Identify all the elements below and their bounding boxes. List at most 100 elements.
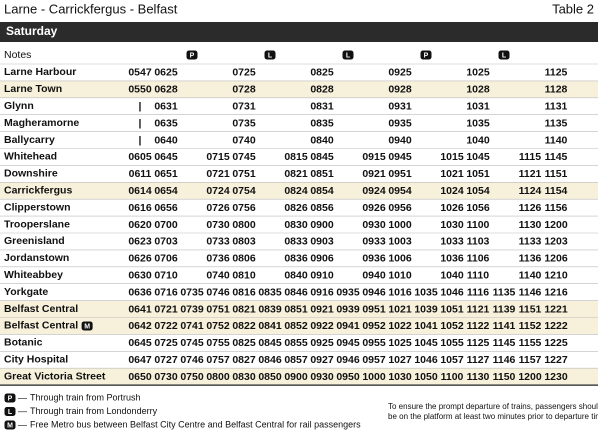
time: 0825 bbox=[232, 337, 256, 349]
time: 0750 bbox=[180, 371, 204, 383]
time: 0835 bbox=[310, 117, 334, 129]
time: 1145 bbox=[545, 151, 568, 163]
time: 0641 bbox=[128, 303, 152, 315]
time: 1140 bbox=[519, 270, 542, 282]
time: 0821 bbox=[284, 168, 308, 180]
time: 1052 bbox=[440, 320, 464, 332]
platform-note: be on the platform at least two minutes … bbox=[388, 412, 598, 421]
time: 0650 bbox=[128, 371, 152, 383]
time: 0826 bbox=[284, 202, 308, 214]
time: 0620 bbox=[128, 219, 152, 231]
time: 0822 bbox=[232, 320, 256, 332]
time: 0951 bbox=[388, 168, 412, 180]
time: 0625 bbox=[154, 67, 178, 79]
time: 0645 bbox=[128, 337, 152, 349]
time: 0935 bbox=[388, 117, 412, 129]
footnote-dash: — bbox=[18, 419, 27, 429]
time: 0645 bbox=[154, 151, 178, 163]
time: 1136 bbox=[519, 253, 542, 265]
time: 0950 bbox=[336, 371, 360, 383]
time: 0726 bbox=[206, 202, 230, 214]
station-name: Downshire bbox=[4, 168, 58, 180]
time: 1131 bbox=[545, 101, 568, 113]
time: 0928 bbox=[388, 84, 412, 96]
station-name: Clipperstown bbox=[4, 201, 71, 213]
time: 1156 bbox=[545, 202, 568, 214]
time: 1000 bbox=[362, 371, 386, 383]
time: 0857 bbox=[284, 354, 308, 366]
time: | bbox=[139, 117, 142, 129]
time: 1133 bbox=[519, 236, 542, 248]
station-name: Belfast Central bbox=[4, 303, 78, 315]
time: 1036 bbox=[440, 253, 464, 265]
time: 0715 bbox=[206, 151, 230, 163]
time: 1030 bbox=[388, 371, 412, 383]
time: 1006 bbox=[388, 253, 412, 265]
time: 1200 bbox=[544, 219, 568, 231]
time: 0751 bbox=[232, 168, 256, 180]
note-badge: L bbox=[268, 52, 273, 59]
time: 1045 bbox=[466, 151, 490, 163]
time: 0626 bbox=[128, 253, 152, 265]
station-name: Yorkgate bbox=[4, 286, 48, 298]
time: 0940 bbox=[388, 134, 412, 146]
time: 0833 bbox=[284, 236, 308, 248]
time: 0800 bbox=[232, 219, 256, 231]
time: 1126 bbox=[519, 202, 542, 214]
note-badge: L bbox=[502, 52, 507, 59]
time: 0757 bbox=[206, 354, 230, 366]
time: 0724 bbox=[206, 185, 230, 197]
station-name: Trooperslane bbox=[4, 218, 70, 230]
time: 0611 bbox=[129, 168, 152, 180]
time: 0756 bbox=[232, 202, 256, 214]
time: 0930 bbox=[310, 371, 334, 383]
time: 1046 bbox=[440, 286, 464, 298]
time: 1216 bbox=[544, 286, 568, 298]
time: 1040 bbox=[466, 134, 490, 146]
time: 1025 bbox=[388, 337, 412, 349]
footnote-badge: L bbox=[8, 409, 13, 416]
time: 0835 bbox=[258, 286, 282, 298]
time: 0605 bbox=[128, 151, 152, 163]
time: 0752 bbox=[206, 320, 230, 332]
time: 0839 bbox=[258, 303, 282, 315]
time: 1025 bbox=[466, 67, 490, 79]
time: 1151 bbox=[545, 168, 568, 180]
time: | bbox=[139, 101, 142, 113]
time: 0614 bbox=[128, 185, 152, 197]
time: 0810 bbox=[232, 270, 256, 282]
row-highlight bbox=[0, 368, 598, 386]
time: 1045 bbox=[414, 337, 438, 349]
time: 0910 bbox=[310, 270, 334, 282]
time: 0827 bbox=[232, 354, 256, 366]
time: 1016 bbox=[388, 286, 412, 298]
time: 1139 bbox=[493, 303, 516, 315]
table-label: Table 2 bbox=[552, 1, 594, 16]
time: 1055 bbox=[440, 337, 464, 349]
station-badge: M bbox=[84, 323, 90, 330]
time: 0751 bbox=[206, 303, 230, 315]
station-name: Jordanstown bbox=[4, 252, 69, 264]
time: 1000 bbox=[388, 219, 412, 231]
time: 0636 bbox=[128, 286, 152, 298]
time: 0924 bbox=[362, 185, 386, 197]
time: 0956 bbox=[388, 202, 412, 214]
row-highlight bbox=[0, 300, 598, 318]
footnote-badge-box bbox=[4, 420, 16, 430]
time: 1135 bbox=[493, 286, 516, 298]
time: 0955 bbox=[362, 337, 386, 349]
time: 1046 bbox=[414, 354, 438, 366]
time: 0741 bbox=[180, 320, 204, 332]
time: 0640 bbox=[154, 134, 178, 146]
time: 0716 bbox=[154, 286, 178, 298]
time: 1106 bbox=[467, 253, 490, 265]
time: 0946 bbox=[336, 354, 360, 366]
notes-label: Notes bbox=[4, 49, 31, 61]
footnote-text: Through train from Portrush bbox=[30, 392, 141, 402]
station-name: Carrickfergus bbox=[4, 185, 72, 197]
time: 1145 bbox=[493, 337, 516, 349]
time: 1051 bbox=[440, 303, 464, 315]
time: 0830 bbox=[232, 371, 256, 383]
time: 0635 bbox=[154, 117, 178, 129]
